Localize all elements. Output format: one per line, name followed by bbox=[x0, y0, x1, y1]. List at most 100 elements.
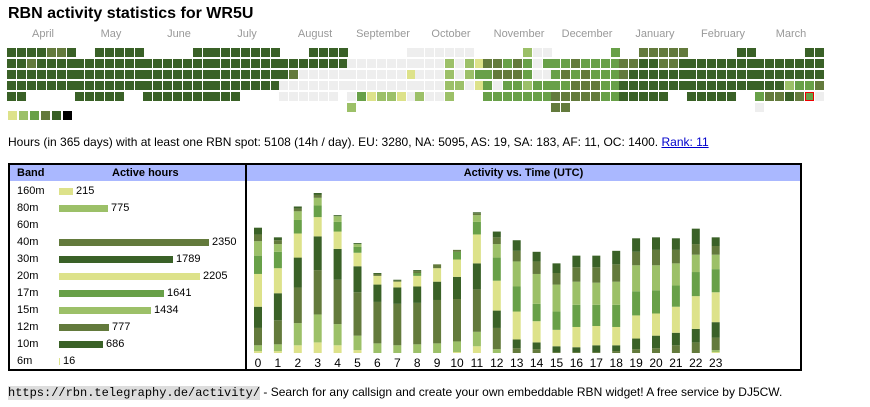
calendar-day[interactable] bbox=[347, 92, 356, 101]
calendar-day[interactable] bbox=[95, 92, 104, 101]
calendar-day[interactable] bbox=[679, 81, 688, 90]
calendar-day[interactable] bbox=[339, 70, 348, 79]
calendar-day[interactable] bbox=[105, 48, 114, 57]
calendar-day[interactable] bbox=[455, 70, 464, 79]
calendar-day[interactable] bbox=[493, 70, 502, 79]
calendar-day[interactable] bbox=[815, 48, 824, 57]
calendar-day[interactable] bbox=[193, 92, 202, 101]
calendar-day[interactable] bbox=[649, 59, 658, 68]
calendar-day[interactable] bbox=[445, 70, 454, 79]
calendar-day[interactable] bbox=[503, 92, 512, 101]
calendar-day[interactable] bbox=[493, 59, 502, 68]
calendar-day[interactable] bbox=[251, 70, 260, 79]
calendar-day[interactable] bbox=[299, 92, 308, 101]
calendar-day[interactable] bbox=[271, 70, 280, 79]
calendar-day[interactable] bbox=[523, 92, 532, 101]
calendar-day[interactable] bbox=[561, 81, 570, 90]
calendar-day[interactable] bbox=[193, 70, 202, 79]
calendar-day[interactable] bbox=[347, 81, 356, 90]
calendar-day[interactable] bbox=[299, 59, 308, 68]
calendar-day[interactable] bbox=[407, 70, 416, 79]
calendar-day[interactable] bbox=[211, 70, 220, 79]
calendar-day[interactable] bbox=[125, 59, 134, 68]
calendar-day[interactable] bbox=[211, 48, 220, 57]
calendar-day[interactable] bbox=[543, 81, 552, 90]
calendar-day[interactable] bbox=[669, 81, 678, 90]
calendar-day[interactable] bbox=[687, 59, 696, 68]
calendar-day[interactable] bbox=[611, 48, 620, 57]
calendar-day[interactable] bbox=[309, 48, 318, 57]
calendar-day[interactable] bbox=[465, 70, 474, 79]
calendar-day[interactable] bbox=[503, 59, 512, 68]
calendar-day[interactable] bbox=[591, 92, 600, 101]
calendar-day[interactable] bbox=[669, 70, 678, 79]
calendar-day[interactable] bbox=[279, 92, 288, 101]
calendar-day[interactable] bbox=[47, 70, 56, 79]
calendar-day[interactable] bbox=[571, 70, 580, 79]
calendar-day[interactable] bbox=[765, 92, 774, 101]
calendar-day[interactable] bbox=[271, 59, 280, 68]
calendar-day[interactable] bbox=[435, 70, 444, 79]
calendar-day[interactable] bbox=[347, 70, 356, 79]
calendar-day[interactable] bbox=[289, 59, 298, 68]
calendar-day[interactable] bbox=[815, 81, 824, 90]
calendar-day[interactable] bbox=[153, 92, 162, 101]
calendar-day[interactable] bbox=[619, 92, 628, 101]
calendar-day[interactable] bbox=[115, 92, 124, 101]
calendar-day[interactable] bbox=[483, 59, 492, 68]
calendar-day[interactable] bbox=[143, 70, 152, 79]
calendar-day[interactable] bbox=[747, 48, 756, 57]
calendar-day[interactable] bbox=[445, 59, 454, 68]
footer-url[interactable]: https://rbn.telegraphy.de/activity/ bbox=[8, 386, 261, 400]
calendar-day[interactable] bbox=[513, 81, 522, 90]
calendar-day[interactable] bbox=[251, 81, 260, 90]
calendar-day[interactable] bbox=[279, 81, 288, 90]
calendar-day[interactable] bbox=[737, 48, 746, 57]
calendar-day[interactable] bbox=[785, 59, 794, 68]
calendar-day[interactable] bbox=[571, 81, 580, 90]
calendar-day[interactable] bbox=[231, 81, 240, 90]
calendar-day[interactable] bbox=[659, 70, 668, 79]
calendar-day[interactable] bbox=[533, 92, 542, 101]
calendar-day[interactable] bbox=[435, 59, 444, 68]
calendar-day[interactable] bbox=[795, 81, 804, 90]
calendar-day[interactable] bbox=[679, 59, 688, 68]
calendar-day[interactable] bbox=[339, 48, 348, 57]
calendar-day[interactable] bbox=[17, 70, 26, 79]
calendar-day[interactable] bbox=[7, 81, 16, 90]
calendar-day[interactable] bbox=[203, 48, 212, 57]
calendar-day[interactable] bbox=[533, 81, 542, 90]
calendar-day[interactable] bbox=[221, 48, 230, 57]
calendar-day[interactable] bbox=[571, 59, 580, 68]
calendar-day[interactable] bbox=[611, 70, 620, 79]
calendar-day[interactable] bbox=[639, 70, 648, 79]
calendar-day[interactable] bbox=[299, 70, 308, 79]
calendar-day[interactable] bbox=[775, 81, 784, 90]
calendar-day[interactable] bbox=[483, 70, 492, 79]
calendar-day[interactable] bbox=[57, 59, 66, 68]
calendar-day[interactable] bbox=[649, 92, 658, 101]
calendar-day[interactable] bbox=[465, 59, 474, 68]
calendar-day[interactable] bbox=[387, 59, 396, 68]
calendar-day[interactable] bbox=[173, 81, 182, 90]
calendar-day[interactable] bbox=[271, 48, 280, 57]
calendar-day[interactable] bbox=[629, 59, 638, 68]
calendar-day[interactable] bbox=[37, 59, 46, 68]
calendar-day[interactable] bbox=[717, 92, 726, 101]
calendar-day[interactable] bbox=[659, 81, 668, 90]
calendar-day[interactable] bbox=[455, 81, 464, 90]
calendar-day[interactable] bbox=[805, 59, 814, 68]
calendar-day[interactable] bbox=[775, 59, 784, 68]
calendar-day[interactable] bbox=[619, 70, 628, 79]
calendar-day[interactable] bbox=[707, 81, 716, 90]
calendar-day[interactable] bbox=[367, 92, 376, 101]
calendar-day[interactable] bbox=[397, 92, 406, 101]
calendar-day[interactable] bbox=[231, 59, 240, 68]
calendar-day[interactable] bbox=[727, 59, 736, 68]
calendar-day[interactable] bbox=[163, 92, 172, 101]
calendar-day[interactable] bbox=[707, 92, 716, 101]
calendar-day[interactable] bbox=[271, 81, 280, 90]
calendar-day[interactable] bbox=[27, 70, 36, 79]
calendar-day[interactable] bbox=[231, 70, 240, 79]
calendar-day[interactable] bbox=[357, 92, 366, 101]
